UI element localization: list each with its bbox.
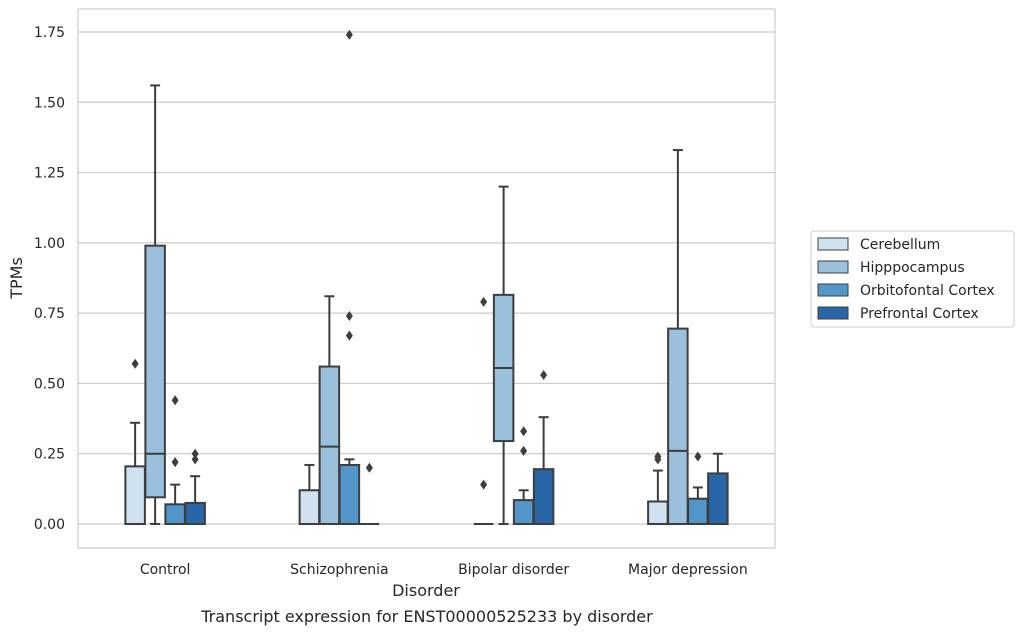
box-body bbox=[647, 500, 669, 526]
legend: Cerebellum Hipppocampus Orbitofontal Corte… bbox=[810, 230, 1015, 328]
outlier-point bbox=[694, 451, 702, 462]
y-tick-label: 1.50 bbox=[34, 95, 65, 111]
outlier-point bbox=[480, 479, 488, 490]
outlier-point bbox=[171, 457, 179, 468]
x-tick-label: Control bbox=[140, 562, 191, 578]
legend-swatch bbox=[817, 283, 849, 297]
y-tick-label: 0.75 bbox=[34, 306, 65, 322]
outlier-point bbox=[345, 310, 353, 321]
box-body bbox=[298, 489, 321, 525]
box-body bbox=[667, 327, 689, 525]
box-hipppocampus-major-depression bbox=[667, 149, 689, 525]
outlier-point bbox=[520, 445, 528, 456]
box-body bbox=[707, 472, 729, 525]
plot-frame bbox=[77, 8, 776, 549]
outlier-point bbox=[654, 451, 662, 462]
box-orbitofontal-cortex-bipolar-disorder bbox=[512, 426, 535, 525]
outlier-point bbox=[520, 426, 528, 437]
legend-frame bbox=[810, 230, 1015, 328]
outlier-point bbox=[365, 462, 373, 473]
legend-label: Prefrontal Cortex bbox=[860, 306, 979, 322]
y-tick-label: 1.25 bbox=[34, 166, 65, 182]
y-tick-label: 0.25 bbox=[34, 447, 65, 463]
y-axis-label: TPMs bbox=[7, 257, 26, 300]
box-body bbox=[318, 365, 341, 525]
legend-swatch bbox=[817, 260, 849, 274]
box-body bbox=[338, 463, 361, 525]
outlier-point bbox=[191, 454, 199, 465]
legend-label: Orbitofontal Cortex bbox=[860, 283, 995, 299]
box-hipppocampus-schizophrenia bbox=[318, 295, 341, 525]
box-prefrontal-cortex-bipolar-disorder bbox=[532, 369, 555, 526]
y-tick-label: 0.00 bbox=[34, 517, 65, 533]
box-body bbox=[124, 465, 146, 526]
box-orbitofontal-cortex-control bbox=[164, 395, 186, 526]
box-body bbox=[687, 497, 709, 525]
box-body bbox=[184, 501, 206, 525]
box-prefrontal-cortex-schizophrenia bbox=[359, 462, 380, 525]
box-body bbox=[532, 468, 555, 526]
outlier-point bbox=[480, 296, 488, 307]
y-tick-labels: 0.00 0.25 0.50 0.75 1.00 1.25 1.50 1.75 bbox=[34, 25, 65, 533]
x-tick-labels: Control Schizophrenia Bipolar disorder Majo… bbox=[140, 562, 748, 578]
box-prefrontal-cortex-control bbox=[184, 448, 206, 525]
x-tick-label: Schizophrenia bbox=[290, 562, 388, 578]
outlier-point bbox=[171, 395, 179, 406]
box-body bbox=[144, 244, 166, 499]
box-hipppocampus-control bbox=[144, 84, 166, 525]
y-tick-label: 1.75 bbox=[34, 25, 65, 41]
box-cerebellum-bipolar-disorder bbox=[473, 296, 494, 525]
x-tick-label: Major depression bbox=[628, 562, 748, 578]
box-orbitofontal-cortex-schizophrenia bbox=[338, 29, 361, 525]
x-tick-label: Bipolar disorder bbox=[458, 562, 569, 578]
box-prefrontal-cortex-major-depression bbox=[707, 452, 729, 525]
legend-swatch bbox=[817, 237, 849, 251]
box-cerebellum-major-depression bbox=[647, 451, 669, 526]
box-orbitofontal-cortex-major-depression bbox=[687, 451, 709, 525]
box-body bbox=[512, 499, 535, 525]
box-plot-layer bbox=[124, 29, 729, 526]
y-tick-label: 1.00 bbox=[34, 236, 65, 252]
chart-caption: Transcript expression for ENST0000052523… bbox=[200, 607, 653, 626]
outlier-point bbox=[345, 330, 353, 341]
outlier-point bbox=[131, 358, 139, 369]
legend-swatch bbox=[817, 306, 849, 320]
outlier-point bbox=[345, 29, 353, 40]
legend-label: Hipppocampus bbox=[860, 260, 965, 276]
box-cerebellum-schizophrenia bbox=[298, 463, 321, 525]
box-hipppocampus-bipolar-disorder bbox=[492, 185, 515, 525]
outlier-point bbox=[191, 448, 199, 459]
legend-label: Cerebellum bbox=[860, 237, 940, 253]
x-axis-label: Disorder bbox=[392, 581, 460, 600]
outlier-point bbox=[540, 369, 548, 380]
y-tick-label: 0.50 bbox=[34, 376, 65, 392]
box-body bbox=[164, 503, 186, 526]
